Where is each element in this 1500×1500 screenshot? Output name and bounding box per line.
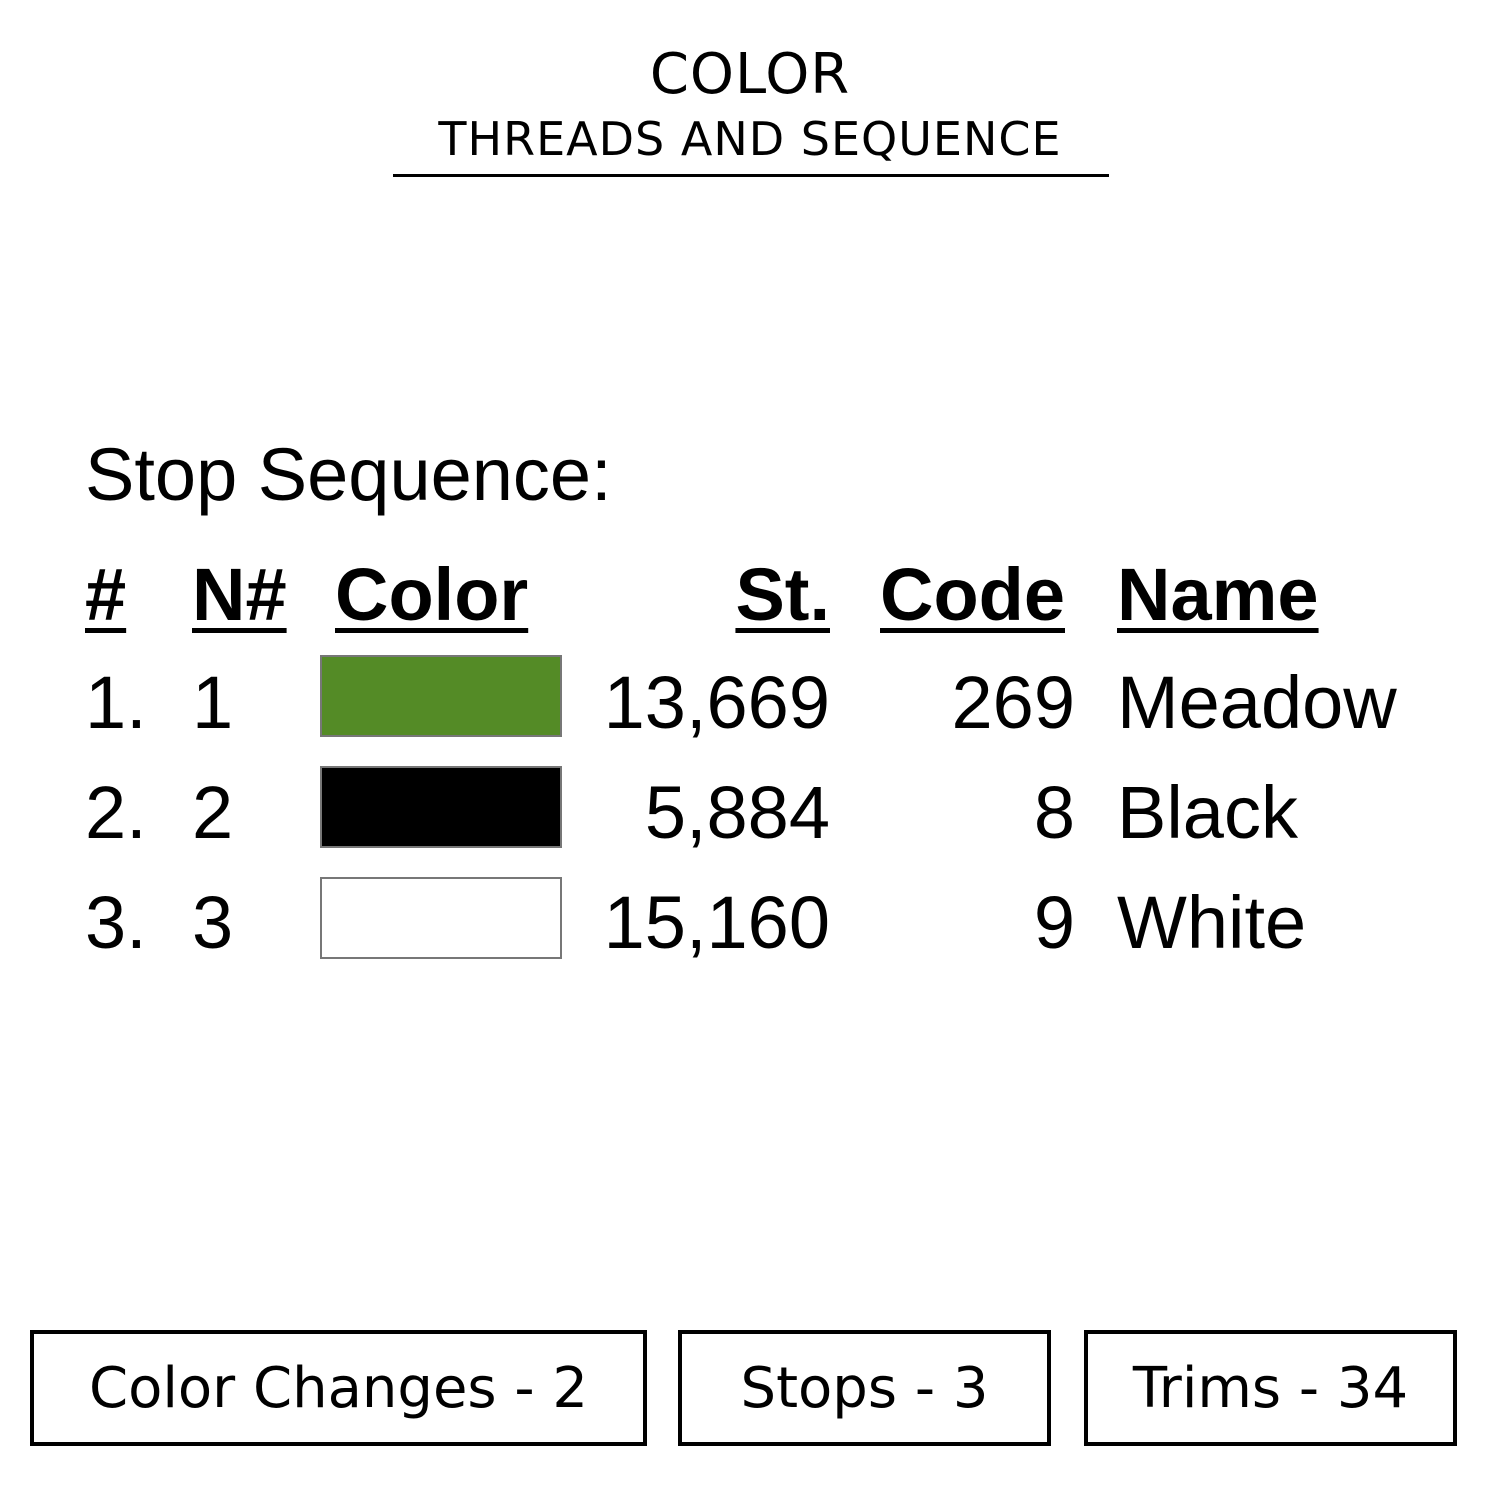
page-title: COLOR	[649, 42, 851, 107]
column-header-number: #	[85, 553, 127, 636]
column-header-needle: N#	[192, 553, 287, 636]
trims-badge: Trims - 34	[1084, 1330, 1457, 1446]
row-code: 269	[951, 661, 1075, 744]
row-name: White	[1117, 881, 1307, 964]
row-stitches: 15,160	[603, 881, 830, 964]
row-stitches: 13,669	[603, 661, 830, 744]
row-needle: 2	[192, 771, 234, 854]
row-needle: 3	[192, 881, 234, 964]
stops-badge: Stops - 3	[678, 1330, 1051, 1446]
stop-sequence-label: Stop Sequence:	[85, 433, 612, 516]
row-code: 9	[1033, 881, 1075, 964]
column-header-color: Color	[335, 553, 529, 636]
row-number: 1.	[85, 661, 147, 744]
row-number: 3.	[85, 881, 147, 964]
row-needle: 1	[192, 661, 234, 744]
color-swatch	[320, 655, 562, 737]
row-stitches: 5,884	[644, 771, 830, 854]
column-header-code: Code	[880, 553, 1065, 636]
title-divider	[393, 174, 1109, 177]
row-code: 8	[1033, 771, 1075, 854]
color-changes-badge: Color Changes - 2	[30, 1330, 647, 1446]
color-swatch	[320, 766, 562, 848]
row-name: Meadow	[1117, 661, 1397, 744]
column-header-stitches: St.	[735, 553, 830, 636]
row-number: 2.	[85, 771, 147, 854]
color-swatch	[320, 877, 562, 959]
page-subtitle: THREADS AND SEQUENCE	[438, 112, 1062, 166]
row-name: Black	[1117, 771, 1298, 854]
column-header-name: Name	[1117, 553, 1319, 636]
